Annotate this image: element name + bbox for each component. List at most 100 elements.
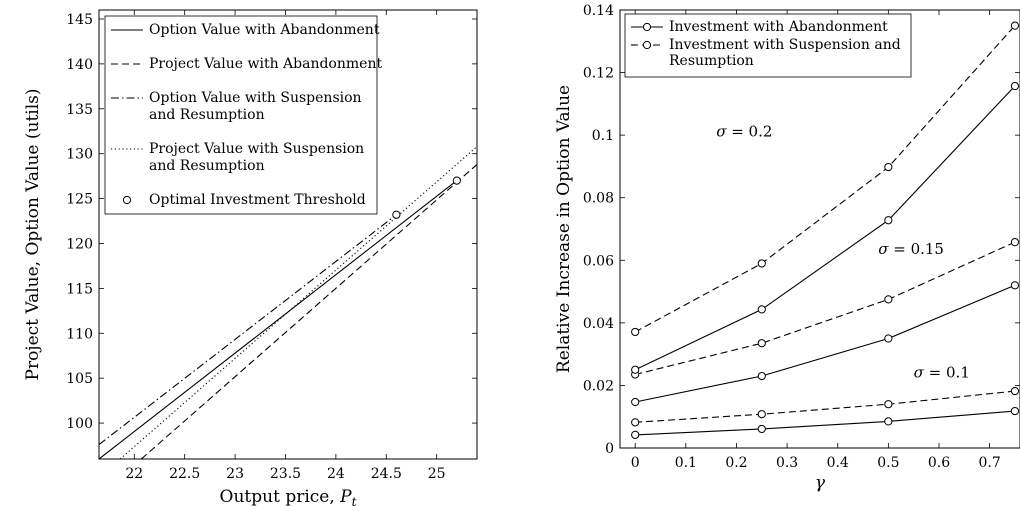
right-series-point <box>1010 81 1020 91</box>
left-series-line-4 <box>119 146 477 459</box>
right-series-point <box>884 216 893 225</box>
right-series-line-2 <box>635 390 1015 423</box>
left-ytick-label: 140 <box>66 57 93 73</box>
right-y-axis-label: Relative Increase in Option Value <box>554 85 574 373</box>
left-series-group <box>99 146 477 459</box>
right-series-point <box>1010 281 1020 290</box>
right-xtick-label: 0.3 <box>776 455 798 471</box>
left-xtick-label: 24 <box>327 466 345 482</box>
right-series-point <box>631 430 640 439</box>
right-xtick-label: 0.7 <box>978 455 1000 471</box>
legend-label-4: and Resumption <box>149 158 265 174</box>
right-xtick-label: 0.5 <box>877 455 899 471</box>
right-ytick-label: 0.08 <box>583 191 614 207</box>
right-plot-area <box>620 10 1020 448</box>
right-series-point <box>757 424 766 434</box>
right-series-point <box>884 417 893 426</box>
right-ytick-label: 0 <box>605 441 614 457</box>
right-series-point <box>631 365 640 374</box>
left-chart: 22 22.5 23 23.5 24 24.5 25 100 105 110 115 120 125 13… <box>23 9 478 507</box>
sigma-annotation-1: σ = 0.1 <box>914 364 970 382</box>
right-ytick-label: 0.14 <box>583 3 614 19</box>
legend-label-3: and Resumption <box>149 107 265 123</box>
right-ytick-label: 0.1 <box>592 128 614 144</box>
left-series-line-1 <box>99 180 458 459</box>
right-legend-label-2: Investment with Suspension and <box>669 37 901 53</box>
threshold-marker <box>392 210 401 219</box>
right-ytick-label: 0.12 <box>583 66 614 82</box>
sigma-symbol: σ <box>914 364 925 382</box>
left-ytick-label: 145 <box>66 12 93 28</box>
legend-marker-symbol <box>122 195 132 205</box>
right-legend-marker <box>642 40 652 50</box>
right-series-line-3 <box>635 284 1016 403</box>
right-series-group <box>631 21 1020 439</box>
right-xtick-label: 0.1 <box>675 455 697 471</box>
right-series-line-1 <box>635 410 1015 436</box>
left-series-line-3 <box>99 214 397 446</box>
sigma-symbol: σ <box>716 123 727 141</box>
right-xtick-label: 0.6 <box>928 455 950 471</box>
right-series-point <box>884 295 893 304</box>
right-series-line-4 <box>635 241 1016 376</box>
left-x-axis-label: Output price, Pt <box>220 487 357 507</box>
right-axes-frame <box>619 9 1020 449</box>
left-ytick-label: 100 <box>66 416 93 432</box>
sigma-annotation-2: σ = 0.15 <box>878 240 944 258</box>
right-legend <box>624 13 912 78</box>
left-xtick-label: 22 <box>125 466 143 482</box>
threshold-marker <box>452 176 461 185</box>
right-ytick-label: 0.06 <box>583 253 614 269</box>
right-xtick-label: 0.2 <box>725 455 747 471</box>
left-y-axis-label: Project Value, Option Value (utils) <box>23 88 43 380</box>
right-series-point <box>1010 386 1020 396</box>
left-ytick-label: 120 <box>66 236 93 252</box>
left-legend <box>104 15 378 215</box>
legend-label-4: Project Value with Suspension <box>149 141 364 157</box>
right-series-point <box>757 410 766 419</box>
x-label-symbol: P <box>339 487 352 507</box>
right-xtick-label: 0.4 <box>827 455 849 471</box>
right-legend-label-1: Investment with Abandonment <box>669 19 888 35</box>
right-series-point <box>1010 238 1020 247</box>
left-ytick-label: 105 <box>66 371 93 387</box>
right-series-point <box>884 334 893 343</box>
right-series-point <box>757 339 766 348</box>
right-series-point <box>757 305 766 314</box>
x-label-subscript: t <box>352 495 357 507</box>
right-series-point <box>631 418 640 427</box>
right-xtick-label: 0 <box>631 455 640 471</box>
left-ytick-label: 130 <box>66 147 93 163</box>
left-ytick-label: 135 <box>66 102 93 118</box>
sigma-value: = 0.2 <box>726 123 772 141</box>
legend-label-1: Option Value with Abandonment <box>149 22 380 38</box>
right-series-line-6 <box>634 25 1016 333</box>
sigma-annotation-3: σ = 0.2 <box>716 123 772 141</box>
right-series-point <box>1010 406 1020 416</box>
left-ytick-label: 115 <box>66 281 93 297</box>
legend-label-3: Option Value with Suspension <box>149 90 362 106</box>
legend-label-5: Optimal Investment Threshold <box>149 192 366 208</box>
right-series-point <box>757 371 766 381</box>
right-legend-label-2: Resumption <box>669 53 754 69</box>
left-axes-frame <box>98 9 478 460</box>
right-chart: 0 0.1 0.2 0.3 0.4 0.5 0.6 0.7 0 0.02 0.04 0.06 0.08 0… <box>554 3 1020 493</box>
left-xtick-label: 23.5 <box>270 466 301 482</box>
right-ytick-label: 0.02 <box>583 378 614 394</box>
left-xtick-label: 22.5 <box>169 466 200 482</box>
right-x-axis-label: γ <box>815 473 826 493</box>
right-series-point <box>631 327 640 337</box>
left-series-line-2 <box>140 164 477 459</box>
right-series-point <box>757 259 766 268</box>
left-xtick-label: 23 <box>226 466 244 482</box>
right-legend-marker <box>642 22 652 32</box>
right-ytick-label: 0.04 <box>583 316 614 332</box>
left-xtick-label: 25 <box>428 466 446 482</box>
sigma-value: = 0.15 <box>888 240 944 258</box>
right-series-point <box>631 397 640 407</box>
left-ytick-label: 110 <box>66 326 93 342</box>
sigma-symbol: σ <box>878 240 889 258</box>
left-xtick-label: 24.5 <box>371 466 402 482</box>
right-series-point <box>884 162 893 172</box>
